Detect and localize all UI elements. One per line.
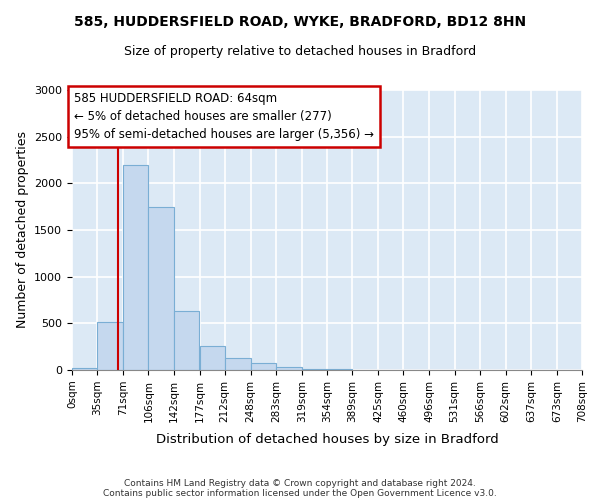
Bar xyxy=(276,367,302,370)
Bar xyxy=(302,369,327,370)
Bar xyxy=(97,322,123,370)
Bar xyxy=(148,206,174,370)
Bar xyxy=(199,346,225,370)
Bar xyxy=(174,311,199,370)
X-axis label: Distribution of detached houses by size in Bradford: Distribution of detached houses by size … xyxy=(155,433,499,446)
Text: 585, HUDDERSFIELD ROAD, WYKE, BRADFORD, BD12 8HN: 585, HUDDERSFIELD ROAD, WYKE, BRADFORD, … xyxy=(74,15,526,29)
Text: Size of property relative to detached houses in Bradford: Size of property relative to detached ho… xyxy=(124,45,476,58)
Bar xyxy=(327,369,352,370)
Y-axis label: Number of detached properties: Number of detached properties xyxy=(16,132,29,328)
Text: 585 HUDDERSFIELD ROAD: 64sqm
← 5% of detached houses are smaller (277)
95% of se: 585 HUDDERSFIELD ROAD: 64sqm ← 5% of det… xyxy=(74,92,374,141)
Bar xyxy=(225,358,251,370)
Bar xyxy=(251,364,276,370)
Text: Contains public sector information licensed under the Open Government Licence v3: Contains public sector information licen… xyxy=(103,488,497,498)
Text: Contains HM Land Registry data © Crown copyright and database right 2024.: Contains HM Land Registry data © Crown c… xyxy=(124,478,476,488)
Bar xyxy=(123,164,148,370)
Bar xyxy=(72,368,97,370)
